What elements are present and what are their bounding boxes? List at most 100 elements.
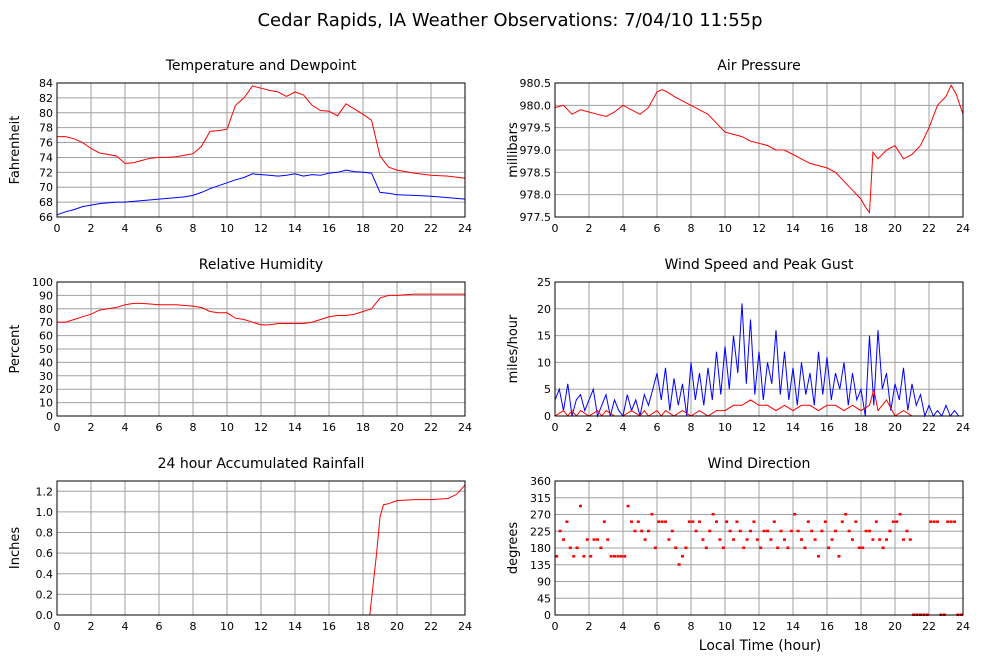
data-point — [728, 529, 732, 533]
chart-title: 24 hour Accumulated Rainfall — [158, 456, 365, 472]
data-point — [657, 520, 661, 523]
x-tick-label: 20 — [888, 421, 902, 434]
data-point — [793, 513, 797, 516]
data-point — [592, 538, 596, 541]
data-point — [599, 546, 603, 549]
x-tick-label: 12 — [752, 222, 766, 235]
data-point — [660, 520, 664, 523]
x-tick-label: 8 — [190, 421, 197, 434]
y-tick-label: 15 — [537, 330, 551, 343]
series-line-1 — [554, 84, 964, 214]
data-point — [823, 520, 827, 523]
x-tick-label: 0 — [552, 620, 559, 633]
y-tick-label: 76 — [39, 137, 53, 150]
x-tick-label: 16 — [322, 421, 336, 434]
y-tick-label: 1.2 — [36, 485, 54, 498]
data-point — [572, 555, 576, 558]
x-tick-label: 20 — [390, 421, 404, 434]
data-point — [725, 520, 729, 523]
x-tick-label: 12 — [752, 421, 766, 434]
data-point — [650, 513, 654, 516]
plot-frame — [554, 281, 964, 417]
series-line-1 — [57, 293, 465, 326]
data-point — [636, 520, 640, 523]
x-tick-label: 4 — [122, 222, 129, 235]
y-axis-label: Fahrenheit — [8, 116, 23, 185]
x-tick-label: 6 — [156, 222, 163, 235]
x-tick-label: 24 — [458, 620, 472, 633]
x-tick-label: 18 — [356, 222, 370, 235]
data-point — [630, 520, 633, 523]
x-tick-label: 18 — [854, 620, 868, 633]
data-point — [694, 529, 698, 533]
y-tick-label: 74 — [39, 151, 53, 164]
data-point — [888, 529, 892, 533]
x-tick-label: 24 — [956, 222, 970, 235]
y-tick-label: 78 — [39, 122, 53, 135]
y-tick-label: 50 — [39, 343, 53, 356]
y-tick-label: 135 — [530, 559, 551, 572]
data-point — [820, 529, 824, 533]
x-tick-label: 18 — [854, 421, 868, 434]
x-tick-label: 6 — [156, 421, 163, 434]
data-point — [749, 529, 752, 533]
data-point — [582, 555, 586, 558]
y-tick-label: 979.0 — [520, 144, 552, 157]
data-point — [830, 538, 834, 541]
x-tick-label: 0 — [54, 222, 61, 235]
data-point — [752, 520, 756, 523]
data-point — [718, 538, 722, 541]
data-point — [932, 520, 936, 523]
chart-title: Relative Humidity — [199, 257, 323, 273]
data-point — [949, 520, 953, 523]
data-point — [606, 538, 610, 541]
data-point — [653, 546, 657, 549]
data-point — [871, 538, 875, 541]
data-point — [783, 538, 786, 541]
x-tick-label: 10 — [220, 222, 234, 235]
x-tick-label: 24 — [956, 421, 970, 434]
chart-title: Wind Speed and Peak Gust — [665, 257, 854, 273]
x-tick-label: 20 — [390, 620, 404, 633]
data-point — [575, 546, 579, 549]
data-point — [776, 546, 780, 549]
plot-frame — [56, 480, 466, 616]
series-line-2 — [554, 389, 963, 417]
data-point — [681, 555, 684, 558]
x-tick-label: 20 — [888, 620, 902, 633]
data-point — [813, 538, 817, 541]
data-point — [704, 546, 708, 549]
y-tick-label: 5 — [544, 383, 551, 396]
chart-title: Temperature and Dewpoint — [165, 58, 357, 74]
x-tick-label: 4 — [620, 620, 627, 633]
data-point — [674, 546, 678, 549]
x-tick-label: 10 — [220, 421, 234, 434]
x-tick-label: 0 — [54, 421, 61, 434]
x-tick-label: 20 — [390, 222, 404, 235]
data-point — [687, 520, 691, 523]
x-tick-label: 8 — [190, 222, 197, 235]
shared-x-axis-label: Local Time (hour) — [699, 638, 821, 654]
data-point — [905, 529, 909, 533]
x-tick-label: 6 — [654, 620, 661, 633]
x-tick-label: 0 — [54, 620, 61, 633]
data-point — [827, 546, 831, 549]
data-point — [759, 546, 763, 549]
y-tick-label: 30 — [39, 370, 53, 383]
data-point — [691, 520, 695, 523]
data-point — [953, 520, 956, 523]
y-tick-label: 1.0 — [36, 506, 54, 519]
y-axis-label: Inches — [8, 527, 23, 569]
x-tick-label: 8 — [688, 421, 695, 434]
x-tick-label: 16 — [322, 222, 336, 235]
y-tick-label: 360 — [530, 475, 551, 488]
x-tick-label: 10 — [220, 620, 234, 633]
data-point — [684, 546, 688, 549]
y-tick-label: 82 — [39, 92, 53, 105]
x-tick-label: 12 — [254, 421, 268, 434]
